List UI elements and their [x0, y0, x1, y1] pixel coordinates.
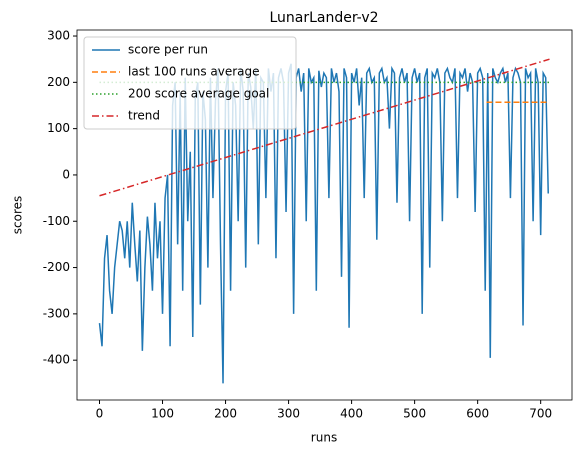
legend-label: last 100 runs average — [128, 65, 260, 79]
chart-title: LunarLander-v2 — [269, 10, 378, 26]
legend-label: trend — [128, 109, 160, 123]
legend-box — [83, 36, 297, 130]
x-axis-label: runs — [311, 431, 337, 445]
legend-label: 200 score average goal — [128, 87, 269, 101]
y-tick-label: 0 — [62, 167, 70, 181]
x-tick-label: 100 — [151, 407, 174, 421]
y-tick-label: 100 — [47, 121, 70, 135]
x-tick-label: 700 — [529, 407, 552, 421]
y-tick-label: 200 — [47, 75, 70, 89]
y-tick-label: -200 — [43, 260, 70, 274]
x-tick-label: 200 — [214, 407, 237, 421]
legend-label: score per run — [128, 43, 208, 57]
x-tick-label: 600 — [466, 407, 489, 421]
x-tick-label: 0 — [96, 407, 104, 421]
x-tick-label: 300 — [277, 407, 300, 421]
series-line — [99, 58, 550, 197]
y-axis-label: scores — [11, 196, 25, 235]
y-tick-label: -300 — [43, 306, 70, 320]
x-tick-label: 500 — [403, 407, 426, 421]
x-tick-label: 400 — [340, 407, 363, 421]
plot-frame — [76, 29, 573, 401]
y-tick-label: -100 — [43, 214, 70, 228]
y-tick-label: -400 — [43, 353, 70, 367]
y-tick-label: 300 — [47, 29, 70, 43]
